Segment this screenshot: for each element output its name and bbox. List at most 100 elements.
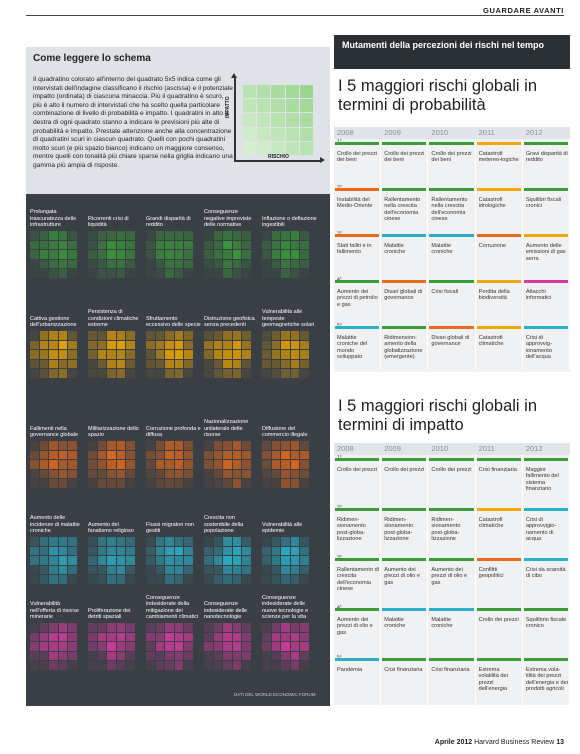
impact-title: I 5 maggiori rischi globali in termini d… [338,397,538,434]
heat-cell [126,350,135,359]
heat-cell [126,441,135,450]
heat-cell [88,642,97,651]
heat-cell [271,350,281,359]
heat-cell [68,460,77,469]
heat-cell [290,651,300,661]
heat-cell [184,632,193,642]
heat-cell [165,546,174,556]
heat-cell [49,340,58,350]
heat-cell [184,546,193,556]
heat-cell [290,460,300,469]
heat-cell [204,460,213,469]
heat-cell [88,231,97,240]
heat-cell [165,441,174,450]
heat-cell [126,331,135,340]
risk-tile-label: Grandi disparità di reddito [146,215,191,228]
heat-cell [290,556,300,565]
heat-cell [88,460,97,469]
heat-cell [165,369,174,378]
heat-cell [126,537,135,546]
heat-cell [107,340,116,350]
heat-cell [262,575,271,584]
heat-cell [174,575,184,584]
heat-cell [174,331,184,340]
heat-cell [204,479,213,488]
heat-cell [232,331,242,340]
heat-cell [146,369,155,378]
risk-heat-grid [146,231,193,278]
heat-cell [281,537,290,546]
heat-cell [300,350,309,359]
heat-cell [271,460,281,469]
risk-cell: Malattie croniche [381,605,429,655]
rank-row: 1° Crollo dei prezzi dei beni Crollo dei p… [334,139,571,185]
risk-heat-grid [262,331,309,378]
heat-cell [262,369,271,378]
risk-heat-grid [204,231,251,278]
risk-tile: Conseguenze negative impreviste delle no… [204,194,260,278]
heat-cell [204,556,213,565]
heat-cell [39,231,49,240]
risk-heat-grid [88,537,135,584]
heat-cell [271,661,281,670]
heat-cell [97,642,107,651]
heat-cell [39,469,49,479]
heat-cell [184,331,193,340]
heat-cell [223,623,232,632]
heat-cell [213,469,223,479]
heat-cell [213,369,223,378]
heat-cell [262,269,271,278]
heat-cell [281,479,290,488]
heat-cell [290,369,300,378]
risk-heat-grid [204,537,251,584]
heat-cell [97,259,107,269]
heat-cell [262,556,271,565]
heat-cell [126,575,135,584]
heat-cell [30,350,39,359]
heat-cell [88,661,97,670]
heat-cell [58,359,68,369]
heat-cell [204,537,213,546]
heat-cell [242,537,251,546]
heat-cell [97,556,107,565]
heat-cell [107,642,116,651]
heat-cell [262,259,271,269]
risk-cell: Estrema volatilità dei prezzi dell'energ… [476,655,523,705]
heat-cell [204,469,213,479]
risk-heat-grid [88,331,135,378]
risk-heat-grid [30,623,77,670]
risk-heat-grid [262,537,309,584]
heat-cell [107,537,116,546]
risk-heat-grid [146,537,193,584]
year-label: 2011 [478,444,495,453]
risk-cell: Divari globali di governance [428,323,476,369]
heat-cell [204,565,213,575]
risk-heat-grid [262,441,309,488]
risk-tile: Conseguenze indesiderate delle nanotecno… [204,586,260,670]
heat-cell [155,651,165,661]
heat-cell [242,331,251,340]
heat-cell [58,469,68,479]
heat-cell [204,240,213,250]
heat-cell [68,661,77,670]
risk-cell: Crisi finanziaria [476,455,523,505]
heat-cell [88,450,97,460]
heat-cell [300,565,309,575]
heat-cell [116,556,126,565]
heat-cell [223,632,232,642]
heat-cell [39,250,49,259]
heat-cell [39,350,49,359]
heat-cell [107,661,116,670]
risk-heat-grid [88,441,135,488]
heat-cell [97,546,107,556]
heat-cell [242,469,251,479]
heat-cell [68,231,77,240]
year-label: 2010 [431,128,449,137]
legend-cell [243,99,257,113]
risk-tile-label: Crescita non sostenibile della popolazio… [204,515,244,534]
heat-cell [300,632,309,642]
heat-cell [232,460,242,469]
risk-cell: Malattie croniche [428,231,476,277]
risk-cell: Malattie croniche [428,605,476,655]
legend-cell [285,141,299,155]
